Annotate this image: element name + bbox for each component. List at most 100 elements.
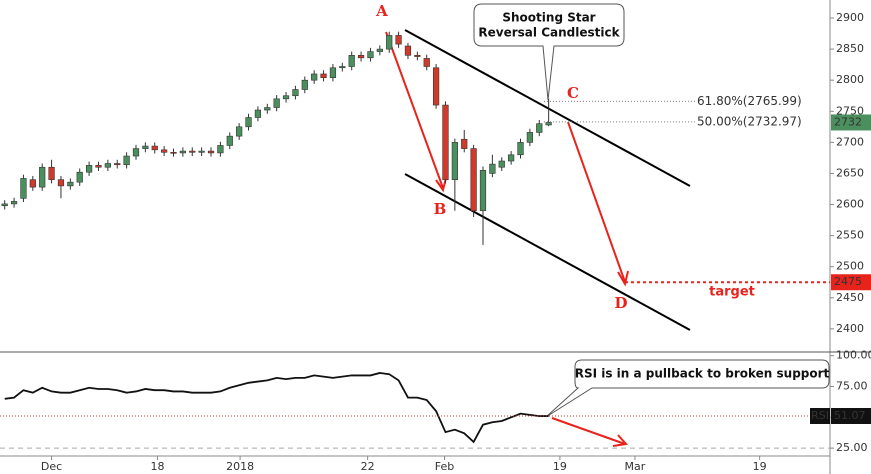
candle-body: [273, 98, 280, 108]
x-tick-label: 19: [753, 460, 767, 473]
x-tick-label: Dec: [41, 460, 62, 473]
point-label: D: [614, 294, 627, 312]
target-tag-label: 2475: [834, 275, 862, 288]
rsi-name: RSI: [811, 409, 829, 422]
candle-body: [292, 89, 299, 97]
candle-body: [114, 163, 121, 166]
candle-body: [498, 160, 505, 168]
callout-box: [545, 359, 830, 418]
rsi-line: [4, 372, 549, 444]
candle-body: [254, 109, 262, 118]
candle-body: [348, 55, 355, 67]
y-tick-label: 2500: [836, 260, 864, 273]
y-tick-label: 25.00: [836, 441, 868, 454]
candle-body: [479, 170, 487, 212]
candle-body: [545, 122, 552, 126]
candle-body: [48, 166, 55, 180]
candle-body: [367, 51, 374, 59]
y-tick-label: 2600: [836, 198, 864, 211]
candle-body: [207, 150, 215, 154]
candle-body: [508, 154, 515, 162]
y-tick-label: 2750: [836, 104, 864, 117]
candle-body: [386, 35, 393, 50]
candle-body: [489, 163, 496, 174]
y-tick-label: 2800: [836, 73, 864, 86]
candle-body: [189, 150, 196, 153]
y-tick-label: 2900: [836, 11, 864, 24]
candle-body: [76, 171, 83, 183]
candle-body: [517, 142, 524, 156]
rsi-value-tag: [831, 407, 871, 424]
x-tick-label: 19: [553, 460, 567, 473]
candle-body: [451, 142, 458, 180]
callout-text: Reversal Candlestick: [478, 26, 620, 40]
candle-body: [151, 145, 158, 151]
candle-body: [442, 104, 449, 180]
candle-body: [339, 66, 346, 69]
channel-upper: [404, 29, 691, 187]
y-tick-label: 100.00: [836, 349, 871, 362]
y-tick-label: 2450: [836, 291, 864, 304]
candle-body: [329, 67, 337, 79]
candle-body: [161, 149, 168, 153]
candle-body: [301, 79, 308, 90]
target-tag: [831, 274, 871, 291]
candle-body: [226, 135, 233, 146]
candle-body: [67, 181, 74, 187]
candle-body: [404, 45, 412, 56]
x-tick-label: 22: [361, 460, 375, 473]
candle-body: [179, 150, 186, 154]
candle-body: [282, 95, 290, 100]
candle-body: [95, 165, 102, 168]
y-tick-label: 2400: [836, 322, 864, 335]
rsi-value: 51.07: [834, 409, 866, 422]
price-tag: [831, 114, 871, 131]
y-tick-label: 2850: [836, 42, 864, 55]
candle-body: [461, 138, 468, 149]
point-label: A: [375, 2, 388, 20]
point-label: B: [434, 200, 447, 218]
fib-label: 50.00%(2732.97): [697, 114, 802, 128]
candle-body: [470, 148, 477, 212]
candle-body: [414, 55, 421, 57]
candle-body: [236, 126, 243, 137]
candle-body: [1, 203, 8, 207]
channel-lower: [404, 173, 691, 331]
candle-body: [132, 148, 140, 157]
target-label: target: [709, 285, 755, 300]
candle-body: [423, 58, 430, 67]
y-tick-label: 2550: [836, 229, 864, 242]
candle-body: [320, 73, 327, 79]
price-tag-label: 2732: [834, 115, 862, 128]
candle-body: [104, 163, 111, 168]
candle-body: [39, 166, 46, 188]
candle-body: [85, 165, 93, 173]
candle-body: [217, 145, 224, 154]
candle-body: [395, 35, 402, 45]
candle-body: [376, 48, 383, 52]
candle-body: [536, 123, 543, 133]
candle-body: [432, 67, 440, 106]
x-tick-label: 18: [151, 460, 165, 473]
y-tick-label: 2700: [836, 135, 864, 148]
candle-body: [29, 179, 36, 188]
callout-box: [473, 3, 625, 101]
callout-text: RSI is in a pullback to broken support: [575, 367, 830, 381]
candle-body: [57, 179, 65, 187]
candle-body: [123, 155, 130, 166]
candle-body: [311, 73, 318, 81]
candle-body: [142, 145, 149, 149]
x-tick-label: Feb: [435, 460, 454, 473]
candle-body: [526, 132, 534, 143]
fib-label: 61.80%(2765.99): [697, 94, 802, 108]
y-tick-label: 2650: [836, 166, 864, 179]
x-tick-label: Mar: [625, 460, 646, 473]
candle-body: [198, 150, 205, 153]
candle-body: [10, 201, 18, 205]
arrows: [385, 31, 629, 447]
candle-body: [357, 55, 365, 59]
candle-body: [245, 117, 252, 128]
y-tick-label: 75.00: [836, 380, 868, 393]
x-tick-label: 2018: [226, 460, 254, 473]
